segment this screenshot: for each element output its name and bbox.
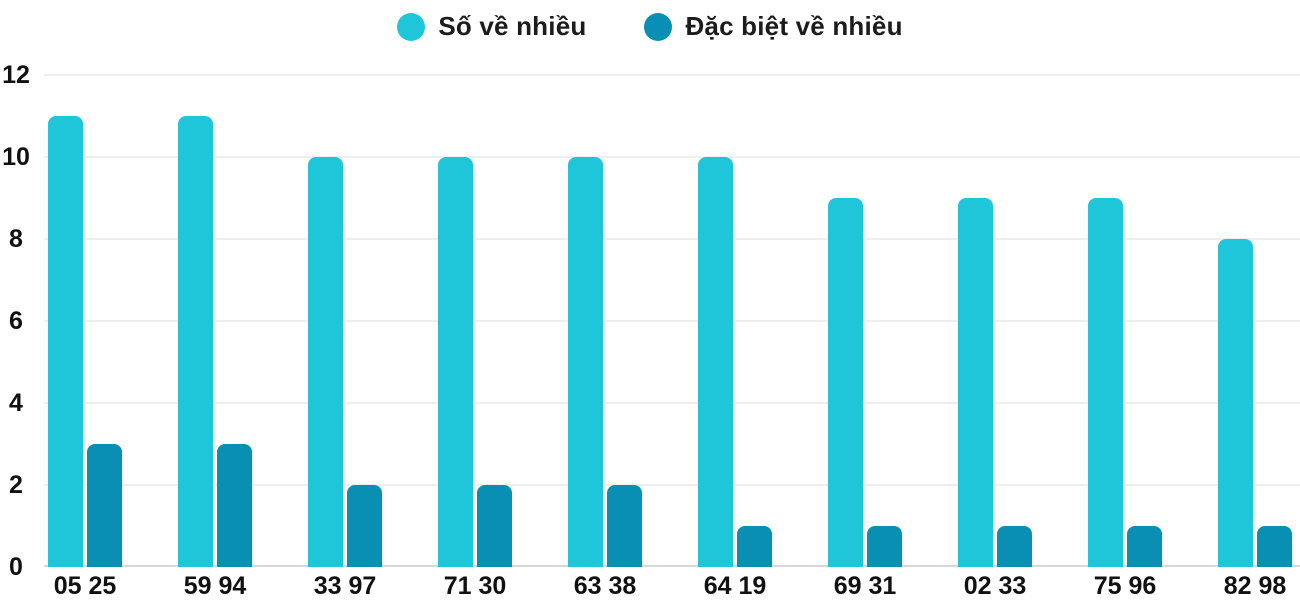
y-tick-label-0: 0: [9, 553, 23, 581]
y-tick-label-2: 2: [9, 471, 23, 499]
bar-s1-59-94[interactable]: [178, 116, 213, 567]
x-axis-line: [44, 565, 1300, 567]
bar-s1-75-96[interactable]: [1088, 198, 1123, 567]
x-tick-label-64-19: 64 19: [703, 572, 767, 600]
bar-s2-82-98[interactable]: [1257, 526, 1292, 567]
legend-item-series1[interactable]: Số về nhiều: [397, 11, 586, 42]
x-tick-label-82-98: 82 98: [1223, 572, 1287, 600]
chart-legend: Số về nhiều Đặc biệt về nhiều: [0, 11, 1300, 42]
bar-s2-63-38[interactable]: [607, 485, 642, 567]
bar-s2-02-33[interactable]: [997, 526, 1032, 567]
x-tick-label-02-33: 02 33: [963, 572, 1027, 600]
legend-label-series1: Số về nhiều: [438, 11, 587, 41]
bar-s1-33-97[interactable]: [308, 157, 343, 567]
bar-s2-69-31[interactable]: [867, 526, 902, 567]
bar-s1-82-98[interactable]: [1218, 239, 1253, 567]
bar-s1-64-19[interactable]: [698, 157, 733, 567]
y-tick-label-8: 8: [9, 225, 23, 253]
bar-s2-59-94[interactable]: [217, 444, 252, 567]
bar-s1-71-30[interactable]: [438, 157, 473, 567]
bar-s2-05-25[interactable]: [87, 444, 122, 567]
bar-s2-64-19[interactable]: [737, 526, 772, 567]
x-tick-label-59-94: 59 94: [183, 572, 247, 600]
x-tick-label-63-38: 63 38: [573, 572, 637, 600]
bar-s2-33-97[interactable]: [347, 485, 382, 567]
gridline-2: [44, 484, 1300, 486]
gridline-6: [44, 320, 1300, 322]
x-tick-label-75-96: 75 96: [1093, 572, 1157, 600]
x-tick-label-05-25: 05 25: [53, 572, 117, 600]
bar-s1-63-38[interactable]: [568, 157, 603, 567]
legend-label-series2: Đặc biệt về nhiều: [685, 11, 903, 41]
y-tick-label-10: 10: [2, 143, 30, 171]
bar-s1-69-31[interactable]: [828, 198, 863, 567]
x-tick-label-33-97: 33 97: [313, 572, 377, 600]
gridline-4: [44, 402, 1300, 404]
gridline-10: [44, 156, 1300, 158]
x-tick-label-69-31: 69 31: [833, 572, 897, 600]
bar-s1-05-25[interactable]: [48, 116, 83, 567]
legend-swatch-series1-icon: [397, 12, 426, 41]
legend-item-series2[interactable]: Đặc biệt về nhiều: [644, 11, 902, 42]
bar-s2-75-96[interactable]: [1127, 526, 1162, 567]
bar-s2-71-30[interactable]: [477, 485, 512, 567]
x-tick-label-71-30: 71 30: [443, 572, 507, 600]
legend-swatch-series2-icon: [644, 12, 673, 41]
gridline-8: [44, 238, 1300, 240]
y-tick-label-6: 6: [9, 307, 23, 335]
gridline-12: [44, 74, 1300, 76]
y-tick-label-12: 12: [2, 61, 30, 89]
y-tick-label-4: 4: [9, 389, 23, 417]
plot-area: [44, 74, 1300, 567]
bar-s1-02-33[interactable]: [958, 198, 993, 567]
